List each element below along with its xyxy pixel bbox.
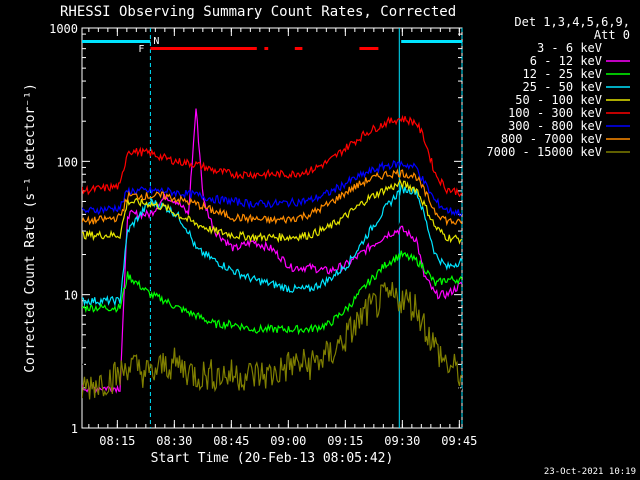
x-tick-label: 08:30	[156, 434, 192, 448]
legend-label-3: 25 - 50 keV	[523, 80, 602, 94]
flare-bar	[294, 47, 303, 50]
x-tick-label: 09:00	[270, 434, 306, 448]
flare-bar	[359, 47, 379, 50]
legend-header-line-2: Att 0	[594, 28, 630, 42]
x-tick-label: 09:45	[441, 434, 477, 448]
y-tick-label: 100	[56, 155, 78, 169]
legend-label-1: 6 - 12 keV	[530, 54, 602, 68]
series-line-2	[82, 250, 462, 336]
y-tick-label: 1000	[49, 22, 78, 36]
chart-title: RHESSI Observing Summary Count Rates, Co…	[60, 4, 456, 20]
series-line-8	[82, 281, 462, 400]
series-line-1	[82, 108, 462, 394]
x-axis-label: Start Time (20-Feb-13 08:05:42)	[151, 451, 394, 466]
series-line-5	[82, 114, 462, 198]
x-tick-label: 09:15	[327, 434, 363, 448]
flare-bar	[150, 47, 257, 50]
series-line-4	[82, 178, 462, 245]
legend-label-7: 800 - 7000 keV	[501, 132, 602, 146]
night-bar	[82, 40, 151, 43]
x-tick-label: 09:30	[384, 434, 420, 448]
series-line-0	[82, 143, 462, 393]
night-flag-label: N	[153, 36, 159, 47]
footer-date: 23-Oct-2021 10:19	[544, 467, 636, 477]
night-bar	[401, 40, 462, 43]
x-tick-label: 08:15	[99, 434, 135, 448]
y-tick-label: 1	[71, 422, 78, 436]
x-tick-label: 08:45	[213, 434, 249, 448]
legend-label-6: 300 - 800 keV	[508, 119, 602, 133]
y-tick-label: 10	[64, 289, 78, 303]
flare-bar	[264, 47, 269, 50]
flare-flag-label: F	[138, 44, 144, 55]
legend-label-8: 7000 - 15000 keV	[486, 145, 602, 159]
legend-header-line-1: Det 1,3,4,5,6,9,	[514, 15, 630, 29]
legend-label-4: 50 - 100 keV	[515, 93, 602, 107]
series-line-7	[82, 168, 462, 227]
y-axis-label: Corrected Count Rate (s⁻¹ detector⁻¹)	[23, 83, 38, 373]
legend-label-5: 100 - 300 keV	[508, 106, 602, 120]
legend-label-2: 12 - 25 keV	[523, 67, 602, 81]
plot-frame	[81, 27, 463, 429]
series-line-6	[82, 160, 462, 217]
legend-label-0: 3 - 6 keV	[537, 41, 602, 55]
